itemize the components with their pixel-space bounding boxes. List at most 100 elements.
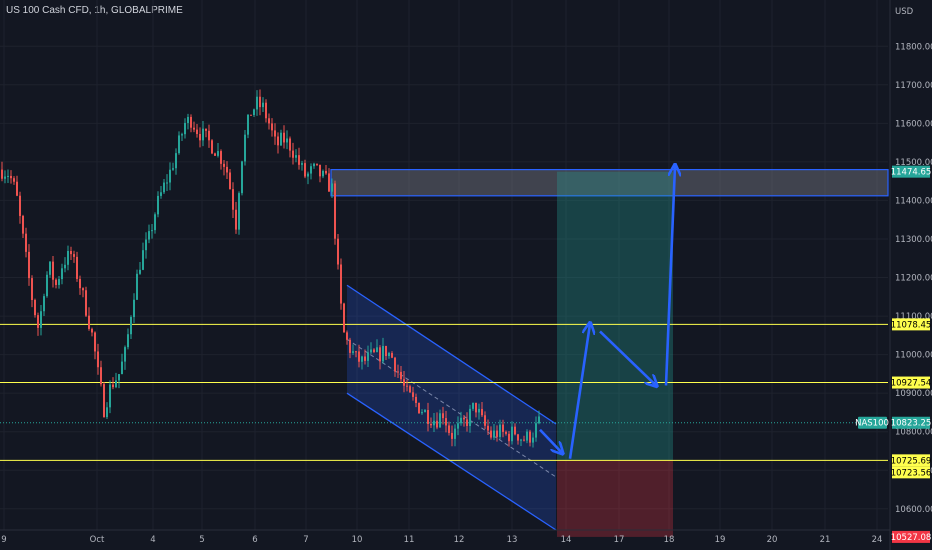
candle-body — [193, 127, 195, 130]
candle-body — [19, 195, 21, 216]
candle-body — [202, 128, 204, 141]
candle-body — [265, 102, 267, 119]
candle-body — [97, 351, 99, 368]
candle-body — [511, 426, 513, 442]
candle-body — [235, 209, 237, 230]
price-tag — [892, 376, 930, 389]
projection-arrow[interactable] — [568, 324, 590, 459]
candle-body — [205, 128, 207, 131]
candle-body — [493, 430, 495, 438]
candle-body — [79, 278, 81, 289]
symbol-tag-label: NAS100 — [855, 419, 889, 429]
projection-arrow[interactable] — [664, 166, 675, 386]
channel-upper-line[interactable] — [346, 284, 557, 425]
candle-body — [124, 347, 126, 362]
y-tick-label: 10800.00 — [895, 428, 932, 438]
candle-body — [436, 420, 438, 428]
candle-body — [442, 413, 444, 419]
candle-body — [100, 367, 102, 385]
candle-body — [316, 163, 318, 165]
candle-body — [262, 102, 264, 108]
candle-body — [64, 264, 66, 269]
candle-body — [457, 423, 459, 429]
candle-body — [280, 132, 282, 146]
x-tick-label: 24 — [872, 535, 883, 545]
candle-body — [247, 114, 249, 135]
candle-body — [532, 437, 534, 443]
candle-body — [358, 351, 360, 362]
candle-body — [469, 408, 471, 426]
candle-body — [208, 130, 210, 141]
candle-body — [121, 361, 123, 375]
candle-body — [271, 123, 273, 131]
candle-body — [88, 315, 90, 329]
candle-body — [313, 163, 315, 167]
candle-body — [49, 261, 51, 275]
candle-body — [94, 332, 96, 352]
candle-body — [283, 132, 285, 143]
projection-arrow[interactable] — [539, 428, 562, 453]
y-tick-label: 11500.00 — [895, 158, 932, 168]
candle-body — [445, 418, 447, 426]
candle-body — [535, 423, 537, 438]
candle-body — [172, 168, 174, 170]
candle-body — [289, 138, 291, 151]
candle-body — [415, 396, 417, 403]
x-tick-label: Oct — [90, 535, 105, 545]
y-tick-label: 11400.00 — [895, 196, 932, 206]
stop-zone[interactable] — [557, 460, 673, 537]
candle-body — [406, 385, 408, 387]
candle-body — [352, 351, 354, 353]
candle-body — [31, 278, 33, 300]
candle-body — [322, 170, 324, 177]
candle-body — [190, 116, 192, 128]
candle-body — [1, 169, 3, 179]
candle-body — [376, 347, 378, 353]
price-tag — [892, 416, 930, 429]
candle-body — [154, 214, 156, 231]
candle-body — [115, 380, 117, 388]
candle-body — [508, 433, 510, 442]
candle-body — [295, 155, 297, 158]
candle-body — [478, 408, 480, 413]
candle-body — [34, 299, 36, 316]
candle-body — [61, 268, 63, 280]
price-tag — [892, 466, 930, 479]
target-zone[interactable] — [557, 171, 673, 461]
candle-body — [163, 182, 165, 193]
candle-body — [238, 193, 240, 230]
candle-body — [403, 379, 405, 386]
channel-fill — [347, 285, 556, 530]
candle-body — [178, 135, 180, 154]
candle-body — [349, 339, 351, 353]
candle-body — [259, 96, 261, 108]
candle-body — [13, 178, 15, 182]
x-tick-label: 18 — [664, 535, 675, 545]
candle-body — [418, 402, 420, 414]
price-tag-label: 10723.56 — [891, 468, 932, 478]
candle-body — [139, 269, 141, 274]
candle-body — [175, 153, 177, 169]
candle-body — [514, 426, 516, 435]
projection-arrow[interactable] — [599, 330, 656, 385]
candle-body — [454, 428, 456, 439]
price-tag-label: 10725.69 — [891, 456, 932, 466]
candle-body — [328, 173, 330, 192]
candle-body — [82, 288, 84, 291]
price-tag-label: 10527.08 — [891, 533, 932, 543]
candle-body — [196, 129, 198, 134]
candle-body — [526, 431, 528, 441]
candle-body — [229, 172, 231, 190]
channel-lower-line[interactable] — [346, 392, 557, 531]
candle-body — [109, 384, 111, 408]
candle-body — [274, 130, 276, 137]
candle-body — [487, 425, 489, 431]
resistance-zone[interactable] — [330, 169, 889, 197]
y-tick-label: 11200.00 — [895, 274, 932, 284]
candle-body — [373, 349, 375, 353]
candle-body — [517, 434, 519, 441]
candle-body — [424, 410, 426, 413]
price-tag-label: 11078.45 — [891, 320, 932, 330]
candle-body — [379, 347, 381, 362]
